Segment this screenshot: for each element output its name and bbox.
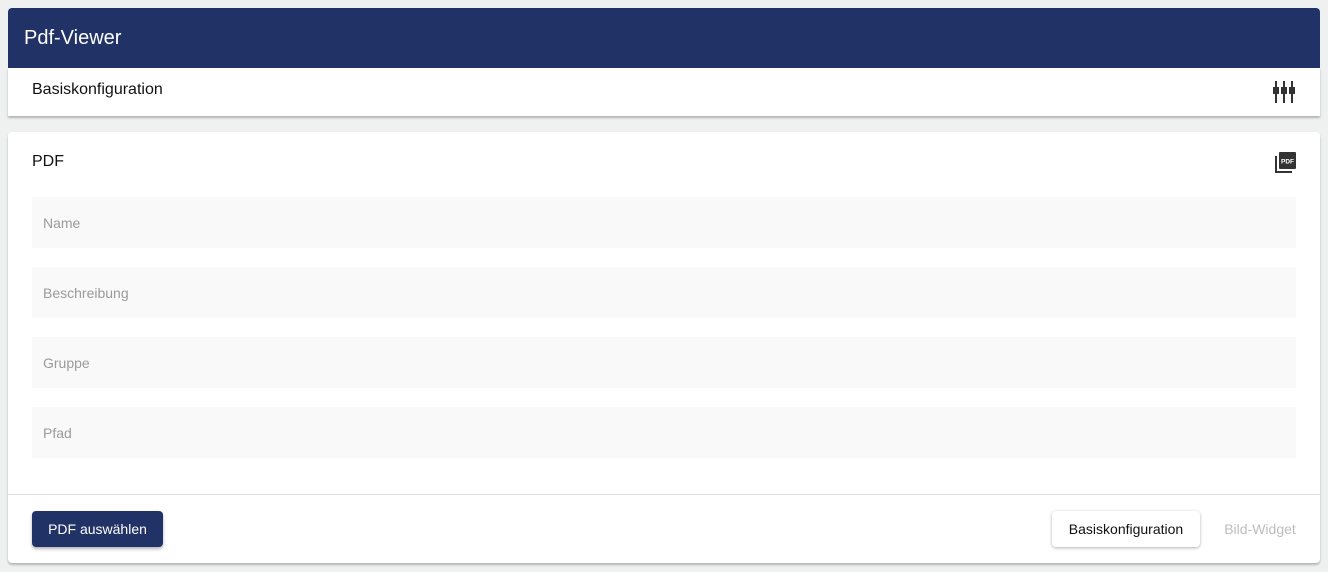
config-bar: Basiskonfiguration: [8, 68, 1320, 116]
select-pdf-button[interactable]: PDF auswählen: [32, 511, 163, 547]
basic-config-button[interactable]: Basiskonfiguration: [1052, 511, 1200, 547]
description-placeholder: Beschreibung: [43, 285, 129, 301]
card-title: PDF: [32, 153, 64, 170]
path-placeholder: Pfad: [43, 425, 72, 441]
group-placeholder: Gruppe: [43, 355, 90, 371]
image-widget-button[interactable]: Bild-Widget: [1216, 511, 1304, 547]
path-field[interactable]: Pfad: [32, 407, 1296, 458]
config-title: Basiskonfiguration: [32, 81, 163, 98]
app-title: Pdf-Viewer: [24, 27, 122, 49]
name-field[interactable]: Name: [32, 197, 1296, 248]
group-field[interactable]: Gruppe: [32, 337, 1296, 388]
svg-text:PDF: PDF: [1281, 159, 1294, 166]
name-placeholder: Name: [43, 215, 81, 231]
divider: [8, 494, 1320, 495]
app-header: Pdf-Viewer: [8, 8, 1320, 68]
pdf-icon: PDF: [1274, 152, 1296, 179]
description-field[interactable]: Beschreibung: [32, 267, 1296, 318]
tune-icon[interactable]: [1272, 81, 1296, 108]
pdf-card: PDF PDF Name Beschreibung Gruppe Pfad PD…: [8, 132, 1320, 563]
